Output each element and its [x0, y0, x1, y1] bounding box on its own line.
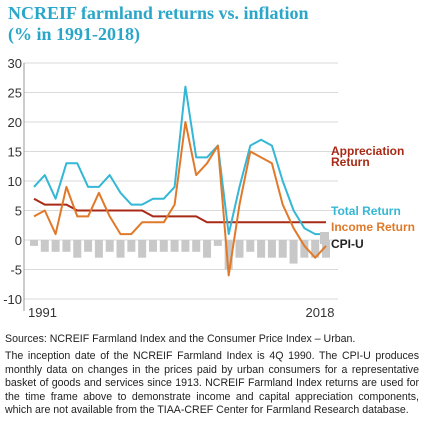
cpi-bar	[311, 240, 320, 258]
y-tick-label: 20	[8, 115, 22, 130]
cpi-bar	[73, 240, 82, 258]
cpi-bar	[289, 240, 298, 264]
cpi-bar	[159, 240, 168, 252]
cpi-bar	[105, 240, 114, 252]
cpi-bar	[116, 240, 125, 258]
note-text: The inception date of the NCREIF Farmlan…	[5, 350, 419, 417]
y-tick-label: 10	[8, 174, 22, 189]
cpi-bar	[235, 240, 244, 258]
chart-title: NCREIF farmland returns vs. inflation	[8, 3, 309, 23]
x-axis-ticks: 1991 2018	[28, 305, 334, 320]
series-line	[33, 197, 326, 224]
series-line	[33, 121, 327, 277]
series-lines	[33, 85, 327, 277]
x-tick-label: 2018	[306, 305, 335, 320]
gridlines	[23, 62, 338, 311]
cpi-bar	[267, 240, 276, 258]
cpi-bar	[127, 240, 136, 252]
cpi-bar	[51, 240, 60, 252]
cpi-bar	[300, 240, 309, 258]
y-tick-label: 5	[15, 204, 22, 219]
legend-label: Total Return	[331, 204, 401, 218]
legend-label: Appreciation Return	[331, 144, 404, 169]
cpi-bar	[29, 240, 39, 246]
cpi-bar	[213, 240, 222, 246]
cpi-bar	[40, 240, 49, 252]
y-tick-label: -5	[10, 263, 22, 278]
x-tick-label: 1991	[28, 305, 57, 320]
y-tick-label: 30	[8, 56, 22, 71]
cpi-bar	[257, 240, 266, 258]
cpi-bar	[94, 240, 103, 258]
cpi-legend-swatch	[320, 232, 329, 244]
cpi-bar	[62, 240, 71, 252]
y-tick-label: 15	[8, 145, 22, 160]
cpi-bar	[170, 240, 179, 252]
cpi-bars	[29, 240, 331, 270]
chart-subtitle: (% in 1991-2018)	[8, 24, 140, 44]
legend: Appreciation Return Total Return Income Ret…	[320, 144, 415, 251]
series-line	[33, 85, 326, 236]
cpi-bar	[203, 240, 212, 258]
cpi-bar	[224, 240, 233, 270]
cpi-bar	[84, 240, 93, 252]
cpi-bar	[192, 240, 201, 252]
legend-label: Income Return	[331, 220, 415, 234]
cpi-bar	[278, 240, 287, 258]
y-tick-label: -10	[3, 292, 22, 307]
y-tick-label: 25	[8, 86, 22, 101]
cpi-bar	[138, 240, 147, 258]
legend-label: CPI-U	[331, 237, 364, 251]
cpi-bar	[148, 240, 157, 252]
line-chart: 30 25 20 15 10 5 0 -5 -10 1991 2018 Appreciation R…	[3, 56, 415, 320]
cpi-bar	[181, 240, 190, 252]
y-axis-ticks: 30 25 20 15 10 5 0 -5 -10	[3, 56, 22, 307]
y-tick-label: 0	[15, 233, 22, 248]
sources-text: Sources: NCREIF Farmland Index and the C…	[5, 333, 356, 345]
cpi-bar	[321, 240, 331, 258]
cpi-bar	[246, 240, 255, 252]
